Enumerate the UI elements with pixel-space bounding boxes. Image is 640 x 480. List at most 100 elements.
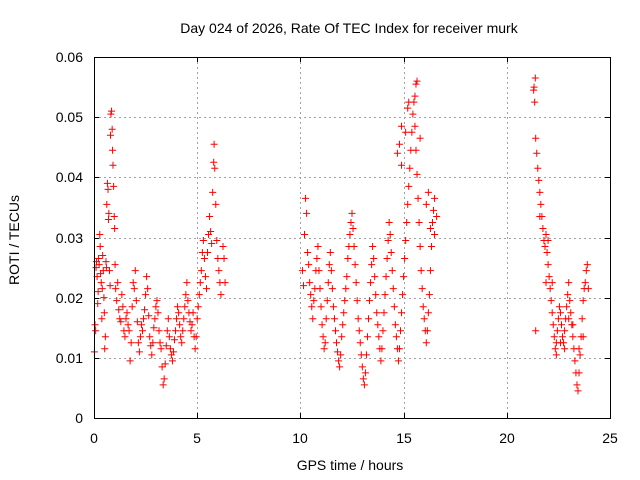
data-point [542, 279, 550, 287]
data-point [371, 273, 379, 281]
data-point [563, 303, 571, 311]
data-point [159, 381, 167, 389]
data-point [142, 291, 150, 299]
data-point [389, 285, 397, 293]
data-point [104, 215, 112, 223]
data-point [105, 267, 113, 275]
data-point [362, 351, 370, 359]
data-point [431, 230, 439, 238]
data-point [109, 161, 117, 169]
data-point [125, 327, 133, 335]
data-point [117, 318, 125, 326]
data-point [556, 309, 564, 317]
data-point [569, 321, 577, 329]
data-point [123, 309, 131, 317]
data-point [109, 146, 117, 154]
data-point [150, 324, 158, 332]
grid [94, 57, 610, 418]
data-point [579, 333, 587, 341]
data-point [126, 357, 134, 365]
data-point [334, 348, 342, 356]
plot-frame [94, 57, 611, 419]
data-point [183, 279, 191, 287]
data-point [401, 255, 409, 263]
data-point [354, 315, 362, 323]
data-point [96, 230, 104, 238]
data-point [100, 294, 108, 302]
data-point [108, 125, 116, 133]
data-point [409, 110, 417, 118]
data-point [111, 224, 119, 232]
data-point [164, 315, 172, 323]
data-point [173, 315, 181, 323]
data-point [105, 209, 113, 217]
data-point [336, 363, 344, 371]
data-point [355, 327, 363, 335]
data-point [107, 131, 115, 139]
data-point [143, 273, 151, 281]
data-point [335, 357, 343, 365]
data-point [98, 315, 106, 323]
data-point [395, 345, 403, 353]
data-point [211, 164, 219, 172]
data-point [306, 279, 314, 287]
data-point [110, 212, 118, 220]
data-point [544, 261, 552, 269]
data-point [333, 339, 341, 347]
data-point [428, 218, 436, 226]
data-point [406, 164, 414, 172]
data-point [578, 315, 586, 323]
data-point [92, 264, 100, 272]
data-point [132, 297, 140, 305]
data-point [398, 309, 406, 317]
data-point [114, 279, 122, 287]
data-point [157, 345, 165, 353]
data-point [555, 303, 563, 311]
data-point [564, 291, 572, 299]
data-point [549, 321, 557, 329]
data-point [302, 194, 310, 202]
data-point [309, 315, 317, 323]
data-point [425, 291, 433, 299]
data-point [184, 297, 192, 305]
data-point [103, 179, 111, 187]
data-point [324, 279, 332, 287]
data-point [431, 194, 439, 202]
data-point [404, 200, 412, 208]
data-point [215, 267, 223, 275]
data-point [136, 333, 144, 341]
data-point [372, 291, 380, 299]
data-point [533, 149, 541, 157]
data-point [427, 243, 435, 251]
data-point [314, 243, 322, 251]
data-point [430, 206, 438, 214]
data-point [95, 255, 103, 263]
data-point [317, 303, 325, 311]
data-point [158, 363, 166, 371]
data-point [94, 288, 102, 296]
data-point [194, 303, 202, 311]
data-point [91, 321, 99, 329]
data-point [337, 351, 345, 359]
data-point [192, 333, 200, 341]
data-point [537, 200, 545, 208]
data-point [369, 243, 377, 251]
data-point [394, 357, 402, 365]
data-point [380, 309, 388, 317]
data-point [386, 230, 394, 238]
y-tick-label: 0 [75, 410, 83, 426]
data-point [134, 339, 142, 347]
data-point [554, 315, 562, 323]
data-point [112, 285, 120, 293]
data-point [375, 333, 383, 341]
data-point [422, 339, 430, 347]
data-point [392, 333, 400, 341]
data-point [414, 194, 422, 202]
data-point [298, 267, 306, 275]
data-point [419, 303, 427, 311]
data-point [156, 339, 164, 347]
data-point [304, 249, 312, 257]
data-point [579, 297, 587, 305]
data-point [339, 321, 347, 329]
data-point [378, 345, 386, 353]
